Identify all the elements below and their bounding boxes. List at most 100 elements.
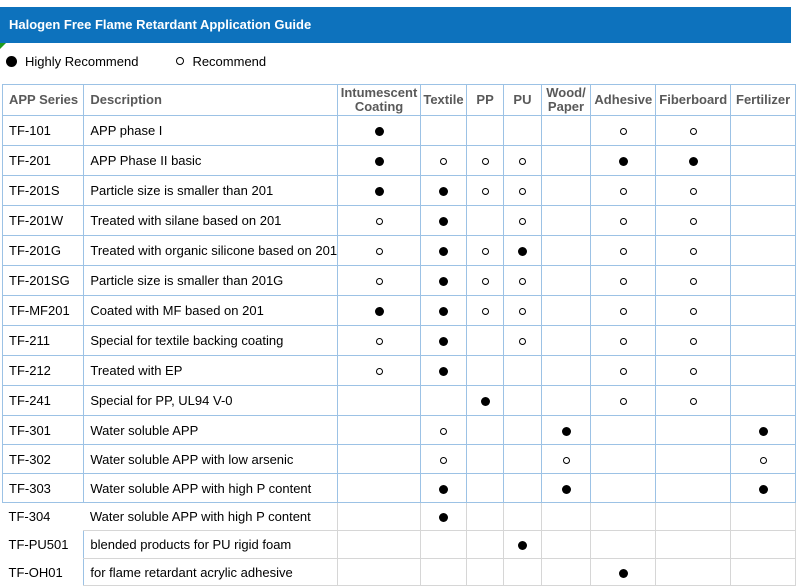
highly-recommend-icon [480,397,490,407]
rating-cell [655,265,732,296]
rating-cell [465,295,505,326]
rating-cell [465,205,505,236]
column-header: Textile [419,84,467,116]
series-cell: TF-303 [1,473,85,503]
rating-cell [337,115,421,146]
rating-cell [655,325,732,356]
rating-cell [337,355,421,386]
rating-cell [540,444,592,474]
description-cell: Treated with organic silicone based on 2… [83,235,339,266]
rating-cell [503,325,542,356]
highly-recommend-icon [438,513,448,523]
highly-recommend-icon [374,307,384,317]
highly-recommend-icon [438,307,448,317]
recommend-icon [518,338,526,346]
page-title: Halogen Free Flame Retardant Application… [9,17,312,32]
recommend-icon [689,398,697,406]
rating-cell [590,295,657,326]
rating-cell [503,385,542,416]
rating-cell [655,502,732,531]
recommend-icon [518,158,526,166]
rating-cell [655,175,732,206]
series-cell: TF-PU501 [8,537,69,552]
rating-cell [540,385,592,416]
rating-cell [337,265,421,296]
rating-cell [540,205,592,236]
recommend-icon [619,278,627,286]
recommend-icon [439,427,447,435]
rating-cell [337,415,421,445]
rating-cell [419,205,467,236]
rating-cell [730,558,796,586]
rating-cell [503,295,542,326]
series-cell: TF-304 [8,509,51,525]
rating-cell [465,355,505,386]
rating-cell [503,145,542,176]
recommend-icon [689,308,697,316]
rating-cell [655,115,732,146]
description-cell: Water soluble APP with low arsenic [83,444,339,474]
rating-cell [465,415,505,445]
rating-cell [419,355,467,386]
title-bar: Halogen Free Flame Retardant Application… [0,7,791,43]
application-guide-table: APP Series Description Intumescent Coating… [1,84,796,586]
recommend-icon [375,368,383,376]
series-cell: TF-302 [1,444,85,474]
rating-cell [503,355,542,386]
rating-cell [730,175,796,206]
rating-cell [540,115,592,146]
description-cell: Special for textile backing coating [83,325,339,356]
highly-recommend-icon [758,426,768,436]
recommend-icon [518,188,526,196]
table-row: TF-201S Particle size is smaller than 201 [1,175,796,206]
series-cell: TF-211 [1,325,85,356]
rating-cell [465,235,505,266]
highly-recommend-icon [374,157,384,167]
rating-cell [730,265,796,296]
table-row: TF-OH01 for flame retardant acrylic adhes… [3,558,796,586]
rating-cell [465,175,505,206]
recommend-icon [375,218,383,226]
rating-cell [465,444,505,474]
table-row: TF-201 APP Phase II basic [1,145,796,176]
rating-cell [337,473,421,503]
table-row: TF-201SG Particle size is smaller than 20… [1,265,796,296]
legend-label-highly-recommend: Highly Recommend [25,53,139,69]
description-cell: APP Phase II basic [83,145,339,176]
recommend-icon [619,338,627,346]
rating-cell [590,205,657,236]
description-cell: Particle size is smaller than 201G [83,265,339,296]
description-cell: Water soluble APP with high P content [83,502,339,531]
rating-cell [590,265,657,296]
rating-cell [590,355,657,386]
rating-cell [730,530,796,559]
rating-cell [590,558,657,586]
description-cell: for flame retardant acrylic adhesive [83,558,339,586]
rating-cell [540,265,592,296]
table-row: TF-302 Water soluble APP with low arsenic [1,444,796,474]
recommend-icon [518,218,526,226]
rating-cell [540,558,592,586]
recommend-icon [759,456,767,464]
legend-label-recommend: Recommend [192,53,267,69]
rating-cell [503,205,542,236]
rating-cell [465,473,505,503]
rating-cell [655,530,732,559]
recommend-icon [619,368,627,376]
rating-cell [540,295,592,326]
series-cell: TF-201SG [1,265,85,296]
rating-cell [503,502,542,531]
column-header: PP [465,84,505,116]
highly-recommend-icon [438,337,448,347]
rating-cell [730,415,796,445]
highly-recommend-icon [561,426,571,436]
rating-cell [503,115,542,146]
rating-cell [540,325,592,356]
recommend-icon [439,456,447,464]
rating-cell [590,385,657,416]
rating-cell [540,502,592,531]
recommend-icon [439,158,447,166]
recommend-icon [481,158,489,166]
rating-cell [730,295,796,326]
